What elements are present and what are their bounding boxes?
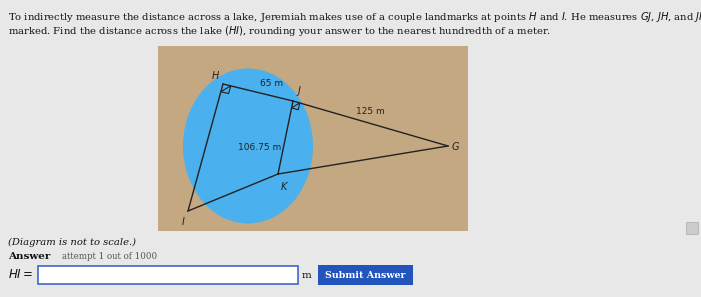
Text: attempt 1 out of 1000: attempt 1 out of 1000: [62, 252, 157, 261]
Text: $H$: $H$: [211, 69, 220, 81]
Text: $K$: $K$: [280, 180, 289, 192]
Bar: [38, 266, 298, 284]
Text: $I$: $I$: [182, 215, 186, 227]
Text: $G$: $G$: [451, 140, 460, 152]
Bar: [686, 222, 698, 234]
Ellipse shape: [183, 69, 313, 224]
Text: 106.75 m: 106.75 m: [238, 143, 280, 151]
Text: $J$: $J$: [296, 84, 302, 98]
Text: Answer: Answer: [8, 252, 50, 261]
Text: (Diagram is not to scale.): (Diagram is not to scale.): [8, 238, 136, 247]
Text: Submit Answer: Submit Answer: [325, 271, 405, 279]
Text: m: m: [302, 271, 312, 279]
Bar: [318, 265, 413, 285]
Text: $HI=$: $HI=$: [8, 268, 33, 282]
Bar: [158, 46, 468, 231]
Text: marked. Find the distance across the lake $(HI)$, rounding your answer to the ne: marked. Find the distance across the lak…: [8, 24, 551, 38]
Text: To indirectly measure the distance across a lake, Jeremiah makes use of a couple: To indirectly measure the distance acros…: [8, 10, 701, 24]
Text: 125 m: 125 m: [355, 107, 384, 116]
Text: 65 m: 65 m: [260, 78, 283, 88]
